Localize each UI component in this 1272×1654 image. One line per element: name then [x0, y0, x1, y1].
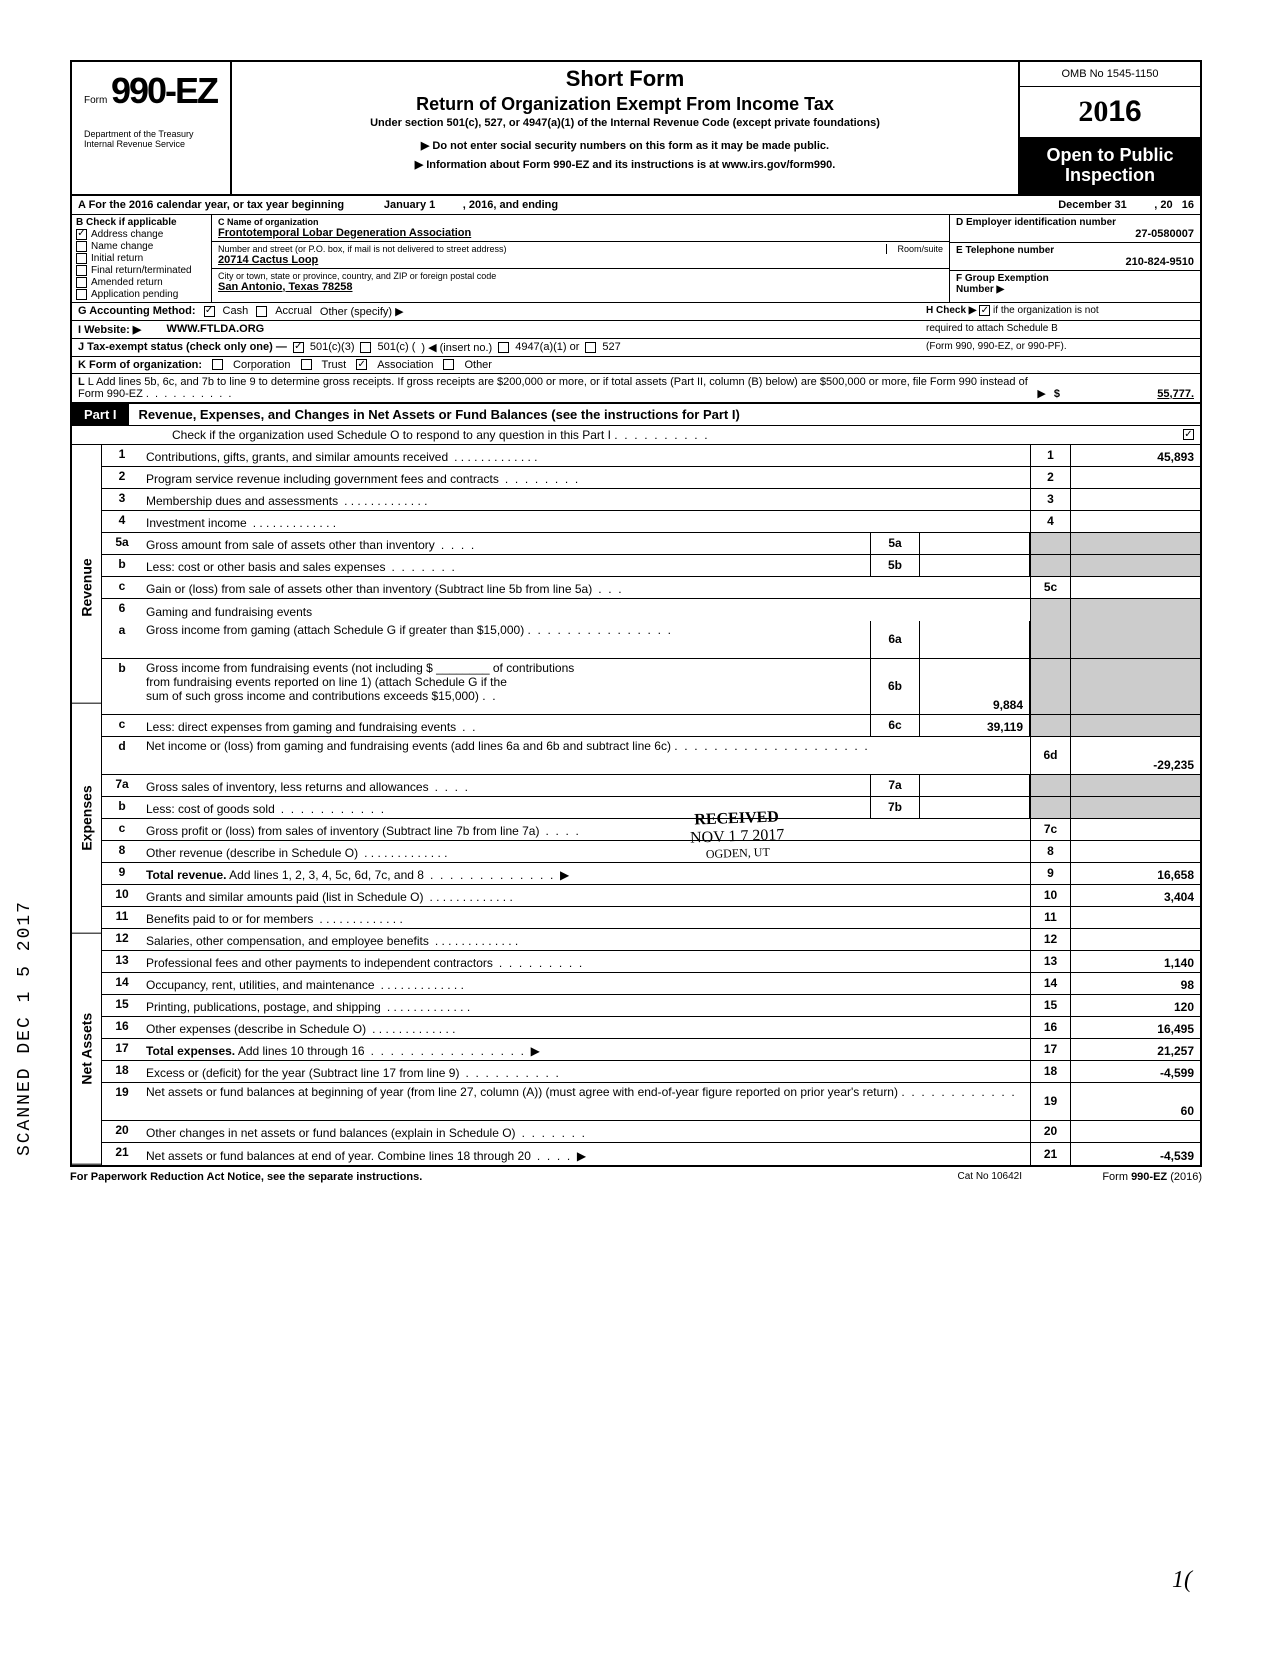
form-header: Form 990-EZ Department of the Treasury I…	[70, 60, 1202, 196]
form-number: 990-EZ	[111, 70, 217, 111]
chk-name-change[interactable]	[76, 241, 87, 252]
chk-address-change[interactable]: ✓	[76, 229, 87, 240]
line-7c: c Gross profit or (loss) from sales of i…	[102, 819, 1200, 841]
col-d-e-f: D Employer identification number 27-0580…	[950, 215, 1200, 302]
section-g-h: G Accounting Method: ✓Cash Accrual Other…	[70, 302, 1202, 320]
lines: 1 Contributions, gifts, grants, and simi…	[102, 445, 1200, 1165]
note-info: ▶ Information about Form 990-EZ and its …	[242, 158, 1008, 171]
line-2: 2 Program service revenue including gove…	[102, 467, 1200, 489]
year-box: OMB No 1545-1150 2016 Open to Public Ins…	[1020, 62, 1200, 194]
chk-app-pending[interactable]	[76, 289, 87, 300]
footer: For Paperwork Reduction Act Notice, see …	[70, 1167, 1202, 1183]
line-12: 12 Salaries, other compensation, and emp…	[102, 929, 1200, 951]
form-number-box: Form 990-EZ Department of the Treasury I…	[72, 62, 232, 194]
line-15: 15 Printing, publications, postage, and …	[102, 995, 1200, 1017]
line-3: 3 Membership dues and assessments. . . .…	[102, 489, 1200, 511]
ein: 27-0580007	[956, 228, 1194, 240]
footer-cat: Cat No 10642I	[958, 1171, 1023, 1183]
chk-sched-b[interactable]: ✓	[979, 305, 990, 316]
line-17: 17 Total expenses. Add lines 10 through …	[102, 1039, 1200, 1061]
side-labels: Revenue Expenses Net Assets	[72, 445, 102, 1165]
chk-trust[interactable]	[301, 359, 312, 370]
section-b-c-d-e-f: B Check if applicable ✓Address change Na…	[70, 215, 1202, 302]
gross-receipts: 55,777.	[1064, 388, 1194, 400]
subtitle: Under section 501(c), 527, or 4947(a)(1)…	[242, 117, 1008, 129]
line-11: 11 Benefits paid to or for members. . . …	[102, 907, 1200, 929]
received-stamp: RECEIVED NOV 1 7 2017 OGDEN, UT	[689, 808, 785, 862]
chk-4947[interactable]	[498, 342, 509, 353]
schedule-o-check: Check if the organization used Schedule …	[70, 426, 1202, 445]
chk-assoc[interactable]: ✓	[356, 359, 367, 370]
chk-corp[interactable]	[212, 359, 223, 370]
section-k: K Form of organization: Corporation Trus…	[70, 356, 1202, 373]
line-16: 16 Other expenses (describe in Schedule …	[102, 1017, 1200, 1039]
chk-501c3[interactable]: ✓	[293, 342, 304, 353]
line-5a: 5a Gross amount from sale of assets othe…	[102, 533, 1200, 555]
chk-accrual[interactable]	[256, 306, 267, 317]
title-return: Return of Organization Exempt From Incom…	[242, 94, 1008, 115]
part1-label: Part I	[72, 404, 129, 425]
line-8: 8 Other revenue (describe in Schedule O)…	[102, 841, 1200, 863]
line-1: 1 Contributions, gifts, grants, and simi…	[102, 445, 1200, 467]
line-6: 6 Gaming and fundraising events	[102, 599, 1200, 621]
chk-amended[interactable]	[76, 277, 87, 288]
line-18: 18 Excess or (deficit) for the year (Sub…	[102, 1061, 1200, 1083]
note-ssn: ▶ Do not enter social security numbers o…	[242, 139, 1008, 152]
section-i: I Website: ▶ WWW.FTLDA.ORG required to a…	[70, 320, 1202, 338]
footer-form: Form 990-EZ (2016)	[1022, 1171, 1202, 1183]
line-6d: d Net income or (loss) from gaming and f…	[102, 737, 1200, 775]
side-netassets: Net Assets	[72, 934, 101, 1165]
open-public: Open to Public Inspection	[1020, 138, 1200, 194]
section-l: L L Add lines 5b, 6c, and 7b to line 9 t…	[70, 373, 1202, 404]
page-initial: 1(	[1172, 1567, 1192, 1594]
side-expenses: Expenses	[72, 703, 101, 934]
col-b: B Check if applicable ✓Address change Na…	[72, 215, 212, 302]
line-6b: b Gross income from fundraising events (…	[102, 659, 1200, 715]
line-19: 19 Net assets or fund balances at beginn…	[102, 1083, 1200, 1121]
org-name: Frontotemporal Lobar Degeneration Associ…	[218, 227, 943, 239]
line-6a: a Gross income from gaming (attach Sched…	[102, 621, 1200, 659]
part1-header: Part I Revenue, Expenses, and Changes in…	[70, 404, 1202, 426]
form-prefix: Form	[84, 95, 107, 106]
website: WWW.FTLDA.ORG	[166, 323, 264, 335]
line-9: 9 Total revenue. Add lines 1, 2, 3, 4, 5…	[102, 863, 1200, 885]
line-5b: b Less: cost or other basis and sales ex…	[102, 555, 1200, 577]
omb-number: OMB No 1545-1150	[1020, 62, 1200, 87]
line-4: 4 Investment income. . . . . . . . . . .…	[102, 511, 1200, 533]
chk-527[interactable]	[585, 342, 596, 353]
scanner-stamp: SCANNED DEC 1 5 2017	[15, 900, 35, 1156]
line-13: 13 Professional fees and other payments …	[102, 951, 1200, 973]
org-city: San Antonio, Texas 78258	[218, 281, 943, 293]
line-21: 21 Net assets or fund balances at end of…	[102, 1143, 1200, 1165]
chk-cash[interactable]: ✓	[204, 306, 215, 317]
line-7a: 7a Gross sales of inventory, less return…	[102, 775, 1200, 797]
title-box: Short Form Return of Organization Exempt…	[232, 62, 1020, 194]
b-header: B Check if applicable	[76, 217, 207, 228]
line-20: 20 Other changes in net assets or fund b…	[102, 1121, 1200, 1143]
chk-final-return[interactable]	[76, 265, 87, 276]
line-14: 14 Occupancy, rent, utilities, and maint…	[102, 973, 1200, 995]
line-5c: c Gain or (loss) from sale of assets oth…	[102, 577, 1200, 599]
line-7b: b Less: cost of goods sold. . . . . . . …	[102, 797, 1200, 819]
title-short-form: Short Form	[242, 66, 1008, 92]
main-table: Revenue Expenses Net Assets 1 Contributi…	[70, 445, 1202, 1167]
chk-501c[interactable]	[360, 342, 371, 353]
chk-other[interactable]	[443, 359, 454, 370]
org-address: 20714 Cactus Loop	[218, 254, 943, 266]
tax-year: 2016	[1020, 87, 1200, 138]
chk-schedule-o[interactable]: ✓	[1183, 429, 1194, 440]
chk-initial-return[interactable]	[76, 253, 87, 264]
col-c: C Name of organization Frontotemporal Lo…	[212, 215, 950, 302]
section-j: J Tax-exempt status (check only one) — ✓…	[70, 338, 1202, 356]
phone: 210-824-9510	[956, 256, 1194, 268]
line-6c: c Less: direct expenses from gaming and …	[102, 715, 1200, 737]
dept-treasury: Department of the Treasury Internal Reve…	[84, 130, 218, 150]
footer-paperwork: For Paperwork Reduction Act Notice, see …	[70, 1171, 958, 1183]
side-revenue: Revenue	[72, 473, 101, 704]
line-10: 10 Grants and similar amounts paid (list…	[102, 885, 1200, 907]
section-a: A For the 2016 calendar year, or tax yea…	[70, 196, 1202, 215]
part1-title: Revenue, Expenses, and Changes in Net As…	[129, 407, 740, 422]
